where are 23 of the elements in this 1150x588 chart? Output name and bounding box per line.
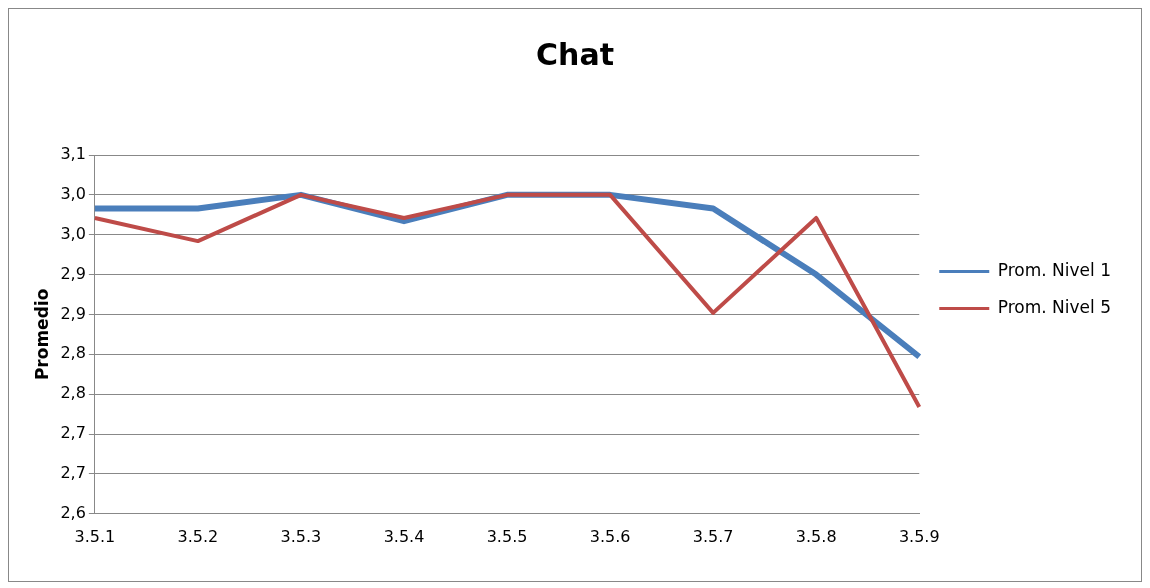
x-tick-label: 3.5.1: [74, 526, 116, 546]
legend-label: Prom. Nivel 1: [997, 259, 1112, 280]
y-axis-title: Promedio: [31, 288, 52, 381]
x-tick-label: 3.5.7: [692, 526, 734, 546]
legend-label: Prom. Nivel 5: [997, 296, 1112, 317]
y-tick-label: 3,0: [60, 184, 86, 204]
x-tick-label: 3.5.9: [898, 526, 940, 546]
x-tick-label: 3.5.2: [177, 526, 219, 546]
y-tick-label: 2,8: [60, 383, 86, 403]
y-tick-label: 2,9: [60, 263, 86, 283]
x-tick-label: 3.5.3: [280, 526, 322, 546]
y-tick-label: 2,9: [60, 303, 86, 323]
y-tick-label: 3,0: [60, 223, 86, 243]
y-tick-label: 2,7: [60, 463, 86, 483]
y-tick-label: 2,8: [60, 343, 86, 363]
chart-title: Chat: [536, 36, 614, 72]
y-tick-label: 2,6: [60, 502, 86, 522]
y-tick-label: 2,7: [60, 423, 86, 443]
x-tick-label: 3.5.6: [589, 526, 631, 546]
x-tick-label: 3.5.5: [486, 526, 528, 546]
y-tick-label: 3,1: [60, 144, 86, 164]
x-tick-label: 3.5.8: [795, 526, 837, 546]
x-tick-label: 3.5.4: [383, 526, 425, 546]
